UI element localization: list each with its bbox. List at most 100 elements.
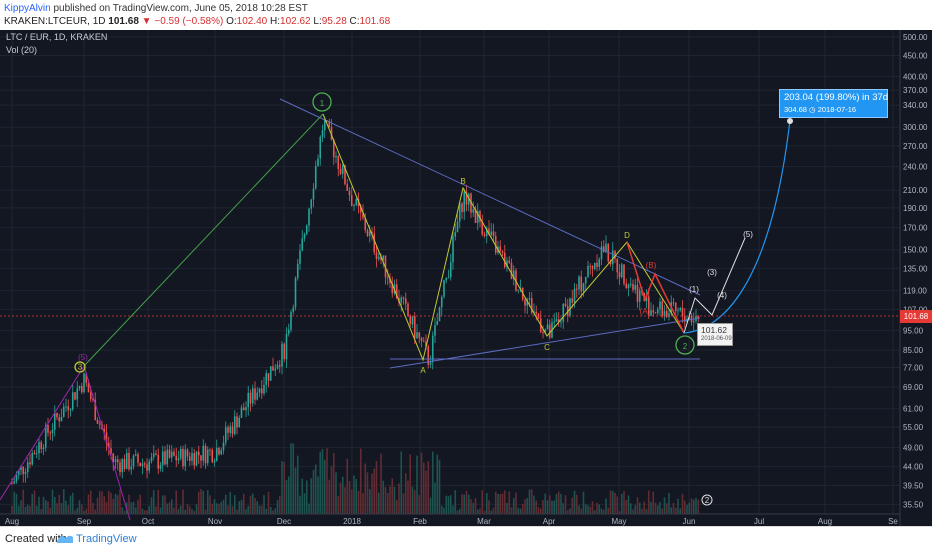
volume-bar: [481, 490, 484, 514]
volume-bar: [263, 495, 265, 514]
candle-body: [638, 290, 641, 302]
volume-bar: [510, 507, 513, 514]
volume-bar: [391, 478, 394, 514]
low-label: L:: [313, 16, 322, 27]
volume-bar: [168, 502, 171, 514]
volume-bar: [578, 505, 580, 514]
volume-bar: [695, 497, 697, 514]
candle-body: [177, 458, 180, 461]
candle-body: [119, 462, 121, 473]
candle-body: [416, 332, 418, 339]
candle-body: [76, 388, 79, 400]
price-tick-label: 44.00: [903, 462, 924, 471]
volume-bar: [569, 508, 571, 514]
chart-area[interactable]: 1 2 3 A B C D (1) (3) (4) (5) (A) (B) (5) 2 500.00 450.…: [0, 30, 932, 526]
price-tick-label: 240.00: [903, 163, 928, 172]
volume-bar: [584, 504, 587, 514]
volume-bar: [357, 490, 360, 514]
calendar-icon: ◷: [809, 105, 816, 114]
candle-body: [674, 302, 677, 311]
volume-bar: [152, 490, 155, 514]
volume-bar: [672, 503, 675, 514]
volume-bar: [116, 495, 119, 514]
candle-body: [200, 455, 202, 461]
candle-body: [634, 284, 637, 290]
candle-body: [544, 329, 547, 333]
candle-body: [132, 455, 135, 467]
change-text: −0.59 (−0.58%): [154, 16, 224, 27]
volume-bar: [249, 495, 252, 514]
candle-body: [681, 307, 684, 317]
volume-bar: [663, 497, 666, 514]
projected-impulse: [683, 237, 746, 334]
candle-body: [301, 238, 304, 251]
open-value: 102.40: [236, 16, 268, 27]
author-link[interactable]: KippyAlvin: [4, 3, 51, 14]
candle-body: [517, 289, 520, 291]
volume-bar: [69, 495, 72, 514]
candle-body: [233, 416, 236, 434]
candle-body: [335, 156, 337, 158]
wave-p5-label: (5): [743, 230, 753, 239]
volume-bar: [285, 479, 288, 514]
tradingview-brand[interactable]: TradingView: [76, 533, 137, 545]
volume-bar: [26, 504, 29, 514]
volume-bar: [85, 508, 88, 514]
time-tick-label: Aug: [818, 517, 832, 526]
volume-bar: [434, 482, 436, 514]
candle-body: [429, 362, 432, 365]
candle-body: [321, 130, 324, 137]
candle-body: [391, 283, 394, 294]
candle-body: [141, 463, 144, 467]
volume-bar: [76, 507, 79, 514]
volume-bar: [51, 489, 54, 514]
volume-bar: [411, 486, 414, 514]
volume-bar: [643, 501, 646, 514]
volume-bar: [546, 500, 549, 514]
candle-body: [506, 260, 508, 268]
candle-body: [47, 425, 49, 433]
volume-bar: [440, 505, 443, 514]
candle-body: [249, 392, 252, 404]
candle-body: [281, 343, 283, 367]
volume-indicator-label[interactable]: Vol (20): [6, 45, 38, 55]
symbol-ohlc-line: KRAKEN:LTCEUR, 1D 101.68 ▼ −0.59 (−0.58%…: [4, 16, 390, 27]
candle-body: [656, 309, 659, 313]
volume-bar: [535, 500, 538, 514]
candle-body: [438, 307, 441, 322]
volume-bar: [121, 507, 124, 514]
candle-body: [629, 283, 632, 285]
volume-bar: [179, 505, 182, 514]
candle-body: [33, 453, 36, 455]
price-axis-bg: [900, 30, 932, 526]
volume-bar: [551, 500, 553, 514]
price-axis: 500.00 450.00 400.00 370.00 340.00 300.00 270.…: [899, 30, 932, 526]
volume-bar: [103, 496, 106, 514]
volume-bar: [602, 509, 605, 514]
wave-c-label: C: [544, 343, 550, 352]
price-tick-label: 107.00: [903, 305, 928, 314]
candle-body: [182, 448, 184, 467]
candle-body: [305, 225, 308, 234]
low-value: 95.28: [321, 16, 347, 27]
candle-body: [87, 383, 90, 393]
volume-bar: [245, 509, 247, 514]
volume-bar: [373, 468, 376, 514]
candle-body: [157, 454, 160, 469]
chart-svg[interactable]: 1 2 3 A B C D (1) (3) (4) (5) (A) (B) (5) 2 500.00 450.…: [0, 30, 932, 526]
candle-body: [287, 329, 290, 334]
volume-bar: [436, 454, 439, 514]
candle-body: [161, 451, 164, 466]
volume-bar: [170, 499, 173, 514]
volume-bar: [290, 443, 292, 514]
candle-body: [319, 136, 322, 159]
candle-body: [582, 283, 585, 292]
volume-bar: [53, 496, 56, 514]
tradingview-logo-icon: [57, 535, 73, 543]
volume-bar: [229, 491, 232, 514]
volume-bar: [485, 493, 488, 514]
candle-body: [499, 246, 502, 252]
candle-body: [65, 406, 67, 408]
volume-bar: [425, 470, 427, 514]
volume-bar: [650, 501, 652, 514]
